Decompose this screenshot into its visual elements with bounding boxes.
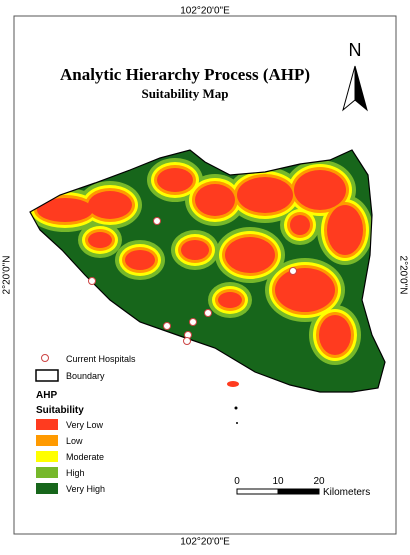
suitability-map [29,149,386,424]
coord-right: 2°20'0"N [397,256,408,295]
coord-top: 102°20'0"E [180,6,230,17]
map-title: Analytic Hierarchy Process (AHP) [60,65,310,84]
coord-left: 2°20'0"N [2,256,13,295]
legend-swatch [36,483,58,494]
legend-boundary: Boundary [66,371,105,381]
suitability-zone [181,240,209,260]
suitability-zone [88,232,112,248]
suitability-zone [237,177,293,213]
map-frame [13,15,397,535]
islet [227,381,239,387]
legend-hospitals: Current Hospitals [66,354,136,364]
legend-label: Very High [66,484,105,494]
legend-subheading: Suitability [36,405,84,416]
scale-bar: 0 10 20 Kilometers [234,476,370,498]
suitability-zone [195,184,235,216]
coord-bottom: 102°20'0"E [180,537,230,548]
scale-tick: 20 [313,476,325,487]
legend-swatch [36,435,58,446]
legend-heading: AHP [36,390,57,401]
map-subtitle: Suitability Map [141,86,228,101]
suitability-zone [88,191,132,219]
suitability-zone [294,170,346,210]
suitability-zone [157,168,193,192]
boundary [29,149,386,393]
suitability-zone [125,250,155,270]
legend-label: Moderate [66,452,104,462]
scale-tick: 10 [272,476,284,487]
legend-label: Very Low [66,420,104,430]
suitability-zone [218,292,242,308]
legend-swatch [36,467,58,478]
north-label: N [349,40,362,60]
scale-tick: 0 [234,476,240,487]
suitability-zone [327,205,363,255]
legend-label: Low [66,436,83,446]
scale-unit: Kilometers [323,487,370,498]
suitability-zone [319,315,351,355]
north-arrow: N [342,40,368,112]
legend-swatch [36,419,58,430]
hospitals [88,217,297,345]
suitability-zone [275,268,335,312]
legend-swatch [36,451,58,462]
legend-label: High [66,468,85,478]
suitability-zone [37,198,93,222]
suitability-zone [225,237,275,273]
suitability-zone [290,215,310,235]
legend: Current Hospitals Boundary AHP Suitabili… [35,354,136,494]
